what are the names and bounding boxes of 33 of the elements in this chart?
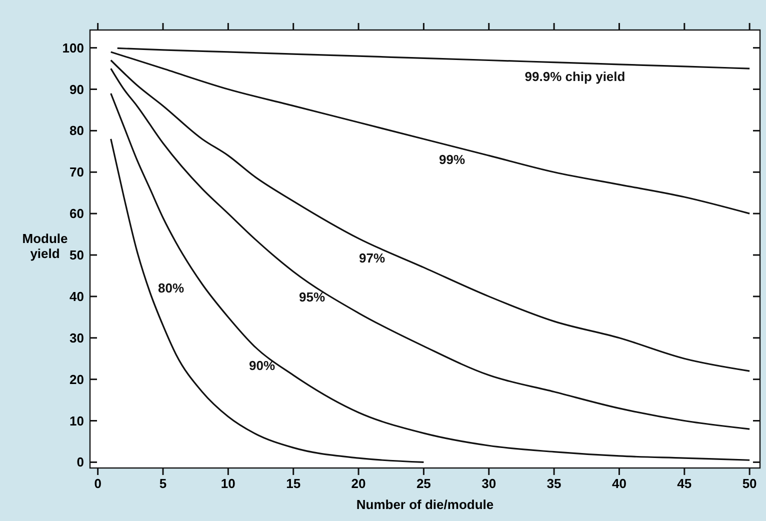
series-label: 80% <box>158 280 184 296</box>
x-tick-label: 50 <box>742 476 757 491</box>
x-tick-label: 20 <box>351 476 366 491</box>
x-tick-label: 15 <box>286 476 301 491</box>
x-tick-label: 45 <box>677 476 692 491</box>
y-tick-label: 70 <box>70 164 84 180</box>
series-label: 90% <box>248 358 276 373</box>
series-label: 97% <box>358 250 386 266</box>
x-tick-label: 25 <box>416 476 431 491</box>
x-tick-label: 5 <box>159 476 167 491</box>
line-series <box>116 47 750 70</box>
y-tick-label: 90 <box>70 82 84 97</box>
line-series <box>110 59 750 372</box>
y-tick-label: 40 <box>70 288 84 304</box>
y-tick-label: 100 <box>62 40 84 56</box>
y-tick-label: 10 <box>70 413 84 428</box>
x-tick-label: 10 <box>220 476 236 491</box>
y-tick-label: 30 <box>70 330 84 346</box>
x-tick-label: 35 <box>546 476 562 491</box>
line-series <box>110 138 424 463</box>
x-tick-label: 0 <box>94 476 102 491</box>
y-axis-title: Module yield <box>22 231 68 261</box>
series-label: 99.9% chip yield <box>524 68 626 84</box>
y-tick-label: 20 <box>70 372 84 387</box>
series-label: 95% <box>298 289 326 304</box>
y-tick-label: 50 <box>70 248 84 263</box>
x-tick-label: 30 <box>482 476 496 491</box>
y-tick-label: 60 <box>70 206 84 222</box>
y-tick-label: 0 <box>76 454 84 470</box>
x-axis-title: Number of die/module <box>356 497 494 512</box>
x-tick-label: 40 <box>612 476 626 491</box>
y-tick-label: 80 <box>70 123 84 138</box>
series-label: 99% <box>438 152 466 168</box>
